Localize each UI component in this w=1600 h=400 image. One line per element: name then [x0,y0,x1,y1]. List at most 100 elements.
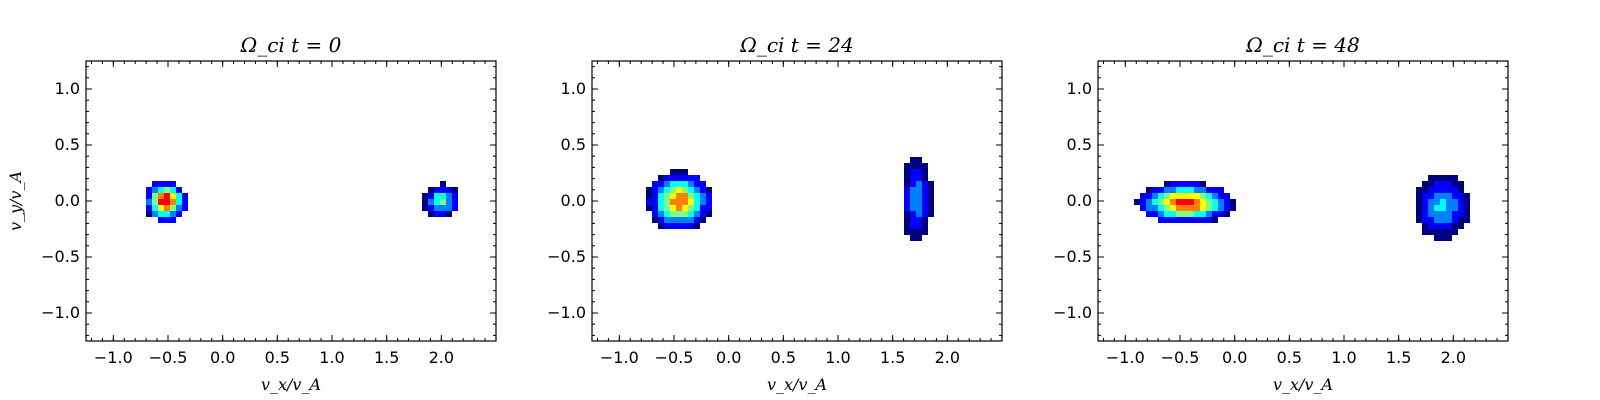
density-cell [646,187,652,193]
panel-2-density [646,157,934,241]
density-cell [1182,205,1188,211]
density-cell [422,205,428,211]
density-cell [1224,193,1230,199]
density-cell [1170,211,1176,217]
density-cell [682,199,688,205]
density-cell [928,199,934,205]
density-cell [452,187,458,193]
density-cell [904,187,910,193]
x-tick-label: 2.0 [429,348,454,367]
density-cell [176,199,182,205]
panel-1-xlabel: v_x/v_A [261,375,321,394]
density-cell [1422,199,1428,205]
density-cell [158,199,164,205]
density-cell [1170,187,1176,193]
density-cell [440,205,446,211]
density-cell [652,181,658,187]
density-cell [1206,199,1212,205]
density-cell [1428,205,1434,211]
y-tick-label: −0.5 [547,247,586,266]
density-cell [1182,187,1188,193]
y-tick-label: 1.0 [561,79,586,98]
density-cell [694,211,700,217]
density-cell [170,187,176,193]
x-tick-label: 1.5 [1386,348,1411,367]
density-cell [1464,217,1470,223]
density-cell [1416,187,1422,193]
density-cell [658,193,664,199]
density-cell [916,205,922,211]
density-cell [440,187,446,193]
x-tick-label: 0.0 [210,348,235,367]
density-cell [1452,193,1458,199]
density-cell [1428,211,1434,217]
density-cell [1434,211,1440,217]
density-cell [176,205,182,211]
density-cell [670,199,676,205]
density-cell [1224,211,1230,217]
density-cell [1452,181,1458,187]
density-cell [922,211,928,217]
density-cell [652,217,658,223]
density-cell [1458,205,1464,211]
density-cell [688,187,694,193]
y-tick-label: 0.5 [561,135,586,154]
density-cell [928,193,934,199]
panel-2: Ω_ci t = 24 −1.0 −0.5 0.0 0.5 1.0 1.5 2.0 1.0 0… [547,33,1003,394]
density-cell [1416,217,1422,223]
x-tick-label: 1.5 [374,348,399,367]
density-cell [676,223,682,229]
density-cell [1176,193,1182,199]
x-tick-label: 0.0 [1222,348,1247,367]
panel-2-yticks: 1.0 0.5 0.0 −0.5 −1.0 [547,66,1002,336]
density-cell [688,181,694,187]
density-cell [1428,175,1434,181]
density-cell [1446,229,1452,235]
density-cell [446,199,452,205]
x-tick-label: 0.0 [716,348,741,367]
density-cell [428,199,434,205]
density-cell [440,211,446,217]
density-cell [700,193,706,199]
density-cell [1200,181,1206,187]
density-cell [916,217,922,223]
density-cell [670,223,676,229]
density-cell [176,211,182,217]
density-cell [1446,235,1452,241]
density-cell [1428,223,1434,229]
density-cell [1188,217,1194,223]
density-cell [440,193,446,199]
density-cell [146,211,152,217]
density-cell [164,193,170,199]
density-cell [1422,181,1428,187]
density-cell [910,205,916,211]
density-cell [152,193,158,199]
density-cell [1176,181,1182,187]
density-cell [1182,193,1188,199]
density-cell [1218,211,1224,217]
density-cell [700,211,706,217]
density-cell [670,193,676,199]
density-cell [158,193,164,199]
density-cell [694,181,700,187]
density-cell [694,175,700,181]
y-tick-label: 0.0 [55,191,80,210]
density-cell [146,199,152,205]
density-cell [1458,187,1464,193]
density-cell [658,223,664,229]
density-cell [682,211,688,217]
density-cell [434,205,440,211]
density-cell [910,229,916,235]
density-cell [1452,199,1458,205]
density-cell [1434,193,1440,199]
density-cell [1458,193,1464,199]
density-cell [700,199,706,205]
density-cell [928,181,934,187]
density-cell [446,205,452,211]
density-cell [164,199,170,205]
density-cell [664,223,670,229]
density-cell [1182,181,1188,187]
density-cell [1158,205,1164,211]
density-cell [922,181,928,187]
density-cell [670,169,676,175]
